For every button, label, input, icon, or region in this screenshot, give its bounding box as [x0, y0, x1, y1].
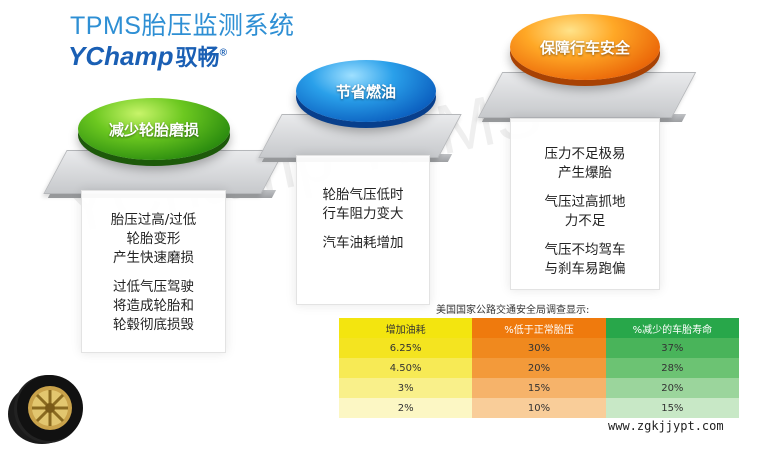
save-fuel-button[interactable]: 节省燃油: [296, 60, 436, 122]
card-2-paragraph-1: 轮胎气压低时 行车阻力变大: [322, 187, 404, 222]
brand-name-cn: 驭畅: [175, 45, 220, 70]
table-cell: 6.25%: [339, 338, 473, 358]
table-cell: 15%: [472, 378, 606, 398]
card-1-paragraph-2: 过低气压驾驶 将造成轮胎和 轮毂彻底损毁: [113, 279, 194, 333]
table-cell: 4.50%: [339, 358, 473, 378]
table-row: 3% 15% 20%: [339, 378, 739, 398]
reduce-tire-wear-button[interactable]: 减少轮胎磨损: [78, 98, 230, 160]
ensure-driving-safety-label: 保障行车安全: [539, 38, 630, 57]
table-caption: 美国国家公路交通安全局调查显示:: [436, 305, 590, 316]
table-row: 2% 10% 15%: [339, 398, 739, 418]
table-header-row: 增加油耗 %低于正常胎压 %减少的车胎寿命: [339, 318, 739, 338]
card-3-paragraph-2: 气压过高抓地 力不足: [544, 194, 626, 229]
tire-icon: [8, 375, 83, 444]
card-1-paragraph-1: 胎压过高/过低 轮胎变形 产生快速磨损: [110, 212, 197, 266]
card-box-2: 轮胎气压低时 行车阻力变大 汽车油耗增加: [296, 155, 430, 305]
card-3-paragraph-1: 压力不足极易 产生爆胎: [544, 146, 626, 181]
table-cell: 20%: [605, 378, 739, 398]
table-cell: 3%: [339, 378, 473, 398]
brand-logo: YChamp驭畅®: [68, 40, 227, 72]
column-header-underinflation: %低于正常胎压: [472, 318, 606, 338]
table-cell: 37%: [605, 338, 739, 358]
table-cell: 2%: [339, 398, 473, 418]
table-cell: 30%: [472, 338, 606, 358]
table-cell: 10%: [472, 398, 606, 418]
table-cell: 20%: [472, 358, 606, 378]
save-fuel-label: 节省燃油: [335, 82, 396, 101]
card-3-paragraph-3: 气压不均驾车 与刹车易跑偏: [544, 242, 626, 277]
table-row: 6.25% 30% 37%: [339, 338, 739, 358]
registered-mark: ®: [219, 47, 227, 59]
card-box-1: 胎压过高/过低 轮胎变形 产生快速磨损 过低气压驾驶 将造成轮胎和 轮毂彻底损毁: [81, 190, 226, 353]
ensure-driving-safety-button[interactable]: 保障行车安全: [510, 14, 660, 80]
table-row: 4.50% 20% 28%: [339, 358, 739, 378]
card-2-paragraph-2: 汽车油耗增加: [322, 235, 404, 251]
column-header-tire-life: %减少的车胎寿命: [605, 318, 739, 338]
table-cell: 15%: [605, 398, 739, 418]
reduce-tire-wear-label: 减少轮胎磨损: [108, 120, 199, 139]
website-watermark: www.zgkjjypt.com: [608, 419, 724, 433]
column-header-fuel: 增加油耗: [339, 318, 473, 338]
table-cell: 28%: [605, 358, 739, 378]
card-box-3: 压力不足极易 产生爆胎 气压过高抓地 力不足 气压不均驾车 与刹车易跑偏: [510, 118, 660, 290]
page-title: TPMS胎压监测系统: [70, 12, 295, 40]
stats-table: 增加油耗 %低于正常胎压 %减少的车胎寿命 6.25% 30% 37% 4.50…: [339, 318, 739, 418]
brand-name-en: YChamp: [68, 41, 174, 71]
